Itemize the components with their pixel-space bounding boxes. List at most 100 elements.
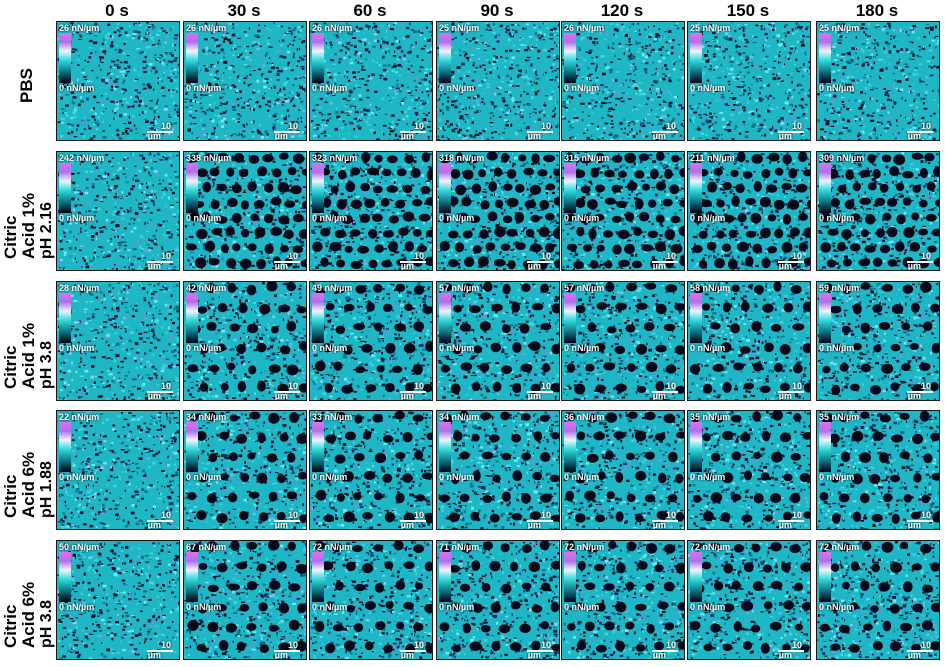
afm-stiffness-map: 33 nN/µm 0 nN/µm 10 µm [309, 410, 433, 530]
scale-bar-value: 10 [921, 510, 931, 520]
colorbar [690, 163, 702, 213]
scale-bar [147, 520, 173, 522]
afm-stiffness-map: 71 nN/µm 0 nN/µm 10 µm [436, 540, 560, 660]
colorbar-min-label: 0 nN/µm [564, 343, 599, 353]
colorbar [59, 163, 71, 213]
map-texture [817, 152, 939, 270]
colorbar [564, 422, 576, 472]
scale-bar-unit: µm [401, 131, 414, 140]
colorbar [564, 33, 576, 83]
map-texture [562, 541, 684, 659]
colorbar-min-label: 0 nN/µm [690, 343, 725, 353]
scale-bar [778, 520, 804, 522]
colorbar-max-label: 26 nN/µm [186, 23, 226, 33]
scale-bar-unit: µm [275, 520, 288, 529]
column-header-time: 180 s [816, 0, 938, 22]
colorbar [186, 422, 198, 472]
scale-bar-unit: µm [275, 391, 288, 400]
scale-bar [907, 131, 933, 133]
scale-bar [527, 131, 553, 133]
colorbar [59, 293, 71, 343]
map-texture [437, 541, 559, 659]
colorbar [819, 293, 831, 343]
scale-bar [274, 261, 300, 263]
row-label: Citric Acid 1% pH 3.8 [0, 281, 55, 399]
colorbar [439, 422, 451, 472]
scale-bar [400, 650, 426, 652]
colorbar-min-label: 0 nN/µm [186, 602, 221, 612]
map-texture [562, 152, 684, 270]
colorbar [312, 293, 324, 343]
afm-stiffness-map: 59 nN/µm 0 nN/µm 10 µm [816, 281, 940, 401]
scale-bar-unit: µm [528, 131, 541, 140]
scale-bar-unit: µm [148, 261, 161, 270]
map-texture [562, 411, 684, 529]
map-texture [688, 541, 810, 659]
colorbar-max-label: 49 nN/µm [312, 283, 352, 293]
colorbar-max-label: 26 nN/µm [59, 23, 99, 33]
colorbar-max-label: 315 nN/µm [564, 153, 609, 163]
row-label: Citric Acid 6% pH 3.8 [0, 540, 55, 658]
colorbar-min-label: 0 nN/µm [690, 213, 725, 223]
scale-bar-value: 10 [666, 640, 676, 650]
colorbar-max-label: 42 nN/µm [186, 283, 226, 293]
colorbar-max-label: 72 nN/µm [690, 542, 730, 552]
row-label-line: Citric [1, 475, 20, 518]
row-label: Citric Acid 1% pH 2.16 [0, 151, 55, 269]
colorbar [439, 163, 451, 213]
afm-stiffness-map: 50 nN/µm 0 nN/µm 10 µm [56, 540, 180, 660]
colorbar-min-label: 0 nN/µm [564, 472, 599, 482]
scale-bar-unit: µm [653, 131, 666, 140]
colorbar-max-label: 25 nN/µm [819, 23, 859, 33]
scale-bar-value: 10 [921, 381, 931, 391]
afm-stiffness-map: 36 nN/µm 0 nN/µm 10 µm [561, 410, 685, 530]
column-header-time: 0 s [56, 0, 178, 22]
scale-bar-value: 10 [541, 251, 551, 261]
scale-bar [907, 261, 933, 263]
afm-stiffness-map: 72 nN/µm 0 nN/µm 10 µm [309, 540, 433, 660]
scale-bar-unit: µm [148, 650, 161, 659]
colorbar-max-label: 72 nN/µm [564, 542, 604, 552]
scale-bar [907, 391, 933, 393]
colorbar [690, 293, 702, 343]
colorbar-min-label: 0 nN/µm [819, 343, 854, 353]
colorbar-min-label: 0 nN/µm [312, 83, 347, 93]
colorbar-min-label: 0 nN/µm [59, 472, 94, 482]
map-texture [184, 411, 306, 529]
colorbar-min-label: 0 nN/µm [564, 83, 599, 93]
colorbar-max-label: 338 nN/µm [186, 153, 231, 163]
map-texture [184, 541, 306, 659]
scale-bar-unit: µm [653, 261, 666, 270]
scale-bar-value: 10 [414, 510, 424, 520]
afm-stiffness-map: 28 nN/µm 0 nN/µm 10 µm [56, 281, 180, 401]
colorbar-min-label: 0 nN/µm [439, 343, 474, 353]
scale-bar [400, 261, 426, 263]
scale-bar [400, 131, 426, 133]
scale-bar-value: 10 [541, 640, 551, 650]
scale-bar-unit: µm [275, 650, 288, 659]
colorbar-max-label: 318 nN/µm [439, 153, 484, 163]
scale-bar-unit: µm [908, 520, 921, 529]
colorbar-max-label: 323 nN/µm [312, 153, 357, 163]
scale-bar-value: 10 [541, 381, 551, 391]
colorbar [186, 163, 198, 213]
colorbar [690, 552, 702, 602]
scale-bar-value: 10 [792, 510, 802, 520]
scale-bar [147, 261, 173, 263]
colorbar [819, 163, 831, 213]
colorbar-max-label: 50 nN/µm [59, 542, 99, 552]
afm-stiffness-map: 72 nN/µm 0 nN/µm 10 µm [687, 540, 811, 660]
colorbar [690, 33, 702, 83]
colorbar-min-label: 0 nN/µm [439, 602, 474, 612]
colorbar [59, 552, 71, 602]
colorbar-max-label: 59 nN/µm [819, 283, 859, 293]
colorbar-min-label: 0 nN/µm [819, 472, 854, 482]
colorbar-max-label: 25 nN/µm [439, 23, 479, 33]
colorbar-max-label: 72 nN/µm [819, 542, 859, 552]
scale-bar-unit: µm [779, 261, 792, 270]
scale-bar [778, 391, 804, 393]
scale-bar-unit: µm [528, 391, 541, 400]
colorbar-max-label: 33 nN/µm [312, 412, 352, 422]
scale-bar [778, 261, 804, 263]
colorbar [186, 33, 198, 83]
